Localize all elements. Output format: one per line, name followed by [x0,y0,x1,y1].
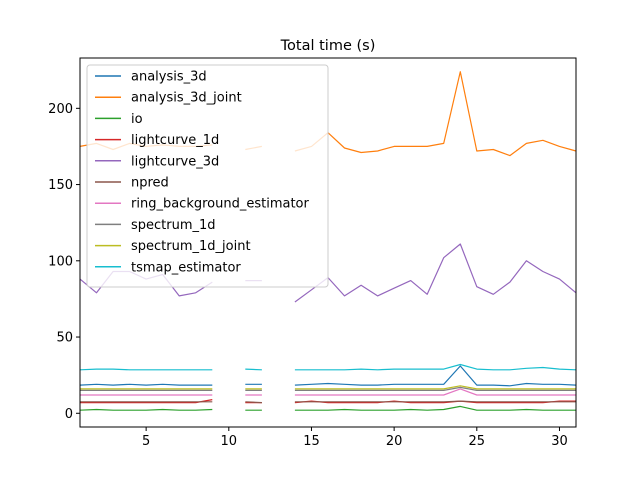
y-tick-label-0: 0 [65,407,73,422]
series-line-lightcurve_1d-0 [80,399,213,404]
legend-item-analysis_3d: analysis_3d [95,70,207,85]
series-line-lightcurve_3d-2 [294,243,577,303]
legend-label-npred: npred [131,176,169,191]
legend-item-tsmap_estimator: tsmap_estimator [95,260,241,275]
x-axis: 5 10 15 20 25 30 [142,427,568,449]
series-line-spectrum_1d_joint-2 [294,385,576,390]
x-tick-label-25: 25 [469,434,486,449]
x-tick-label-5: 5 [142,434,150,449]
series-line-tsmap_estimator-1 [245,368,262,371]
series-line-io-2 [294,405,576,411]
legend-label-lightcurve_3d: lightcurve_3d [131,154,219,169]
legend-item-spectrum_1d_joint: spectrum_1d_joint [95,239,251,254]
legend-label-analysis_3d_joint: analysis_3d_joint [131,91,242,106]
y-tick-label-100: 100 [48,254,73,269]
legend-item-npred: npred [95,176,169,191]
series-line-tsmap_estimator-0 [79,368,213,371]
series-line-io-0 [79,408,213,411]
legend-label-tsmap_estimator: tsmap_estimator [131,260,241,275]
y-tick-label-200: 200 [48,102,73,117]
legend-item-ring_background_estimator: ring_background_estimator [95,197,309,212]
legend-item-io: io [95,112,143,127]
x-tick-label-20: 20 [386,434,403,449]
series-line-spectrum_1d-2 [294,386,576,391]
chart-title: Total time (s) [280,38,376,54]
series-line-analysis_3d-0 [79,383,213,386]
legend-label-io: io [131,112,143,127]
series-line-analysis_3d_joint-2 [294,71,577,157]
legend-item-spectrum_1d: spectrum_1d [95,218,216,233]
legend-box [86,64,329,288]
legend-item-lightcurve_1d: lightcurve_1d [95,133,219,148]
legend-label-ring_background_estimator: ring_background_estimator [131,197,309,212]
series-line-ring_background_estimator-2 [294,388,576,396]
series-line-tsmap_estimator-2 [294,363,577,371]
x-tick-label-15: 15 [303,434,320,449]
legend-item-analysis_3d_joint: analysis_3d_joint [95,91,242,106]
y-tick-label-50: 50 [56,331,73,346]
legend-label-analysis_3d: analysis_3d [131,70,207,85]
legend-item-lightcurve_3d: lightcurve_3d [95,154,219,169]
series-line-npred-2 [294,400,576,403]
series-line-npred-1 [245,401,262,404]
legend-label-spectrum_1d: spectrum_1d [131,218,216,233]
series-line-analysis_3d-2 [294,365,577,387]
y-axis: 0 50 100 150 200 [48,102,80,422]
axes-frame [79,57,577,428]
series-line-lightcurve_1d-2 [294,400,576,404]
legend-label-lightcurve_1d: lightcurve_1d [131,133,219,148]
legend-label-spectrum_1d_joint: spectrum_1d_joint [131,239,251,254]
y-tick-label-150: 150 [48,178,73,193]
x-tick-label-10: 10 [221,434,238,449]
x-tick-label-30: 30 [551,434,568,449]
